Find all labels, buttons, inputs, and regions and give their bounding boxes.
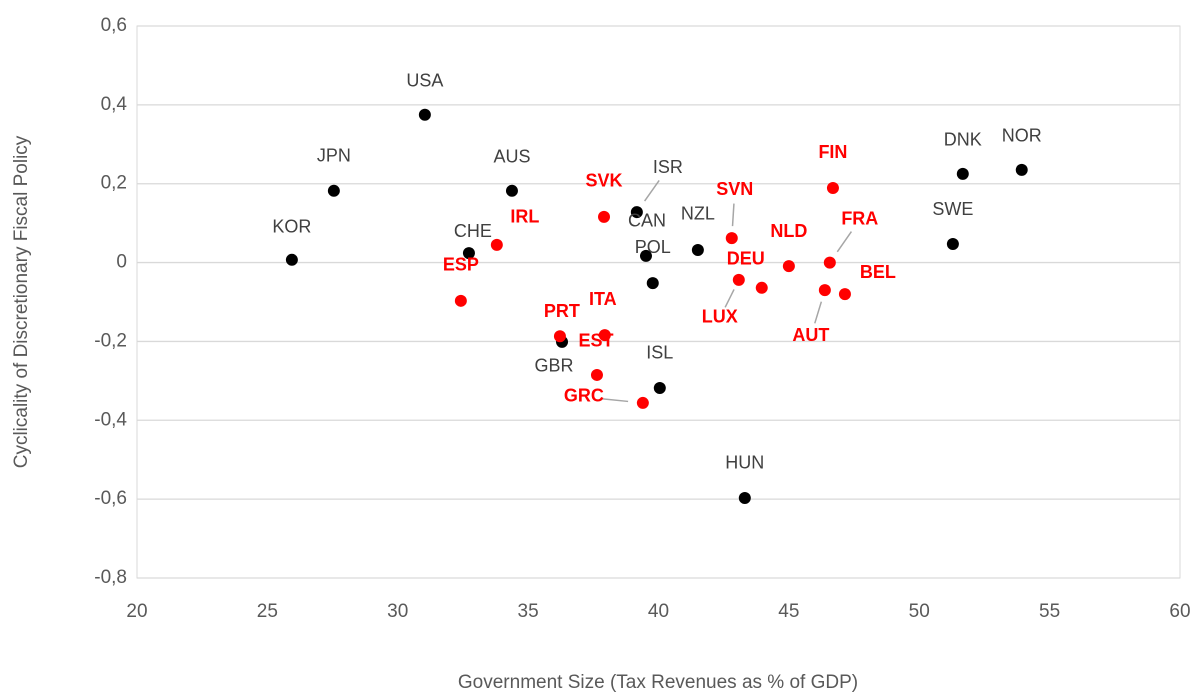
point-label: SVK <box>585 171 622 191</box>
point <box>490 238 503 251</box>
point-label: LUX <box>702 307 738 327</box>
point-label: FIN <box>818 142 847 162</box>
x-axis-title: Government Size (Tax Revenues as % of GD… <box>458 672 858 693</box>
point-label: AUS <box>493 147 530 167</box>
x-tick-label: 55 <box>1039 601 1060 622</box>
point <box>646 277 659 290</box>
point-label: NZL <box>681 204 715 224</box>
point <box>418 108 431 121</box>
y-tick-label: 0,4 <box>101 94 128 115</box>
point <box>946 238 959 251</box>
point <box>738 491 751 504</box>
point-label: AUT <box>792 325 829 345</box>
point <box>818 284 831 297</box>
point-label: DEU <box>727 249 765 269</box>
point <box>636 396 649 409</box>
y-tick-label: 0,2 <box>101 173 127 194</box>
point-label: ISR <box>653 157 683 177</box>
point <box>732 273 745 286</box>
leader-line <box>600 397 629 403</box>
leader-line <box>731 203 735 227</box>
y-tick-label: -0,2 <box>94 330 127 351</box>
point <box>1015 163 1028 176</box>
point-label: NLD <box>770 221 807 241</box>
leader-line <box>836 231 853 253</box>
point <box>725 232 738 245</box>
point <box>630 206 643 219</box>
point-label: POL <box>635 237 671 257</box>
point-label: HUN <box>725 453 764 473</box>
point <box>598 329 611 342</box>
point <box>838 288 851 301</box>
point <box>653 381 666 394</box>
x-tick-label: 60 <box>1169 601 1190 622</box>
point <box>462 247 475 260</box>
x-tick-label: 30 <box>387 601 408 622</box>
point-label: BEL <box>860 262 896 282</box>
point-label: NOR <box>1002 126 1042 146</box>
point <box>598 210 611 223</box>
x-tick-label: 20 <box>126 601 147 622</box>
point <box>823 256 836 269</box>
point-label: GRC <box>564 386 604 406</box>
point <box>285 253 298 266</box>
point <box>956 167 969 180</box>
y-tick-label: 0,6 <box>101 15 127 36</box>
point-label: JPN <box>317 146 351 166</box>
point-label: SVN <box>716 179 753 199</box>
point-label: GBR <box>535 356 574 376</box>
plot-border <box>136 25 1181 579</box>
point-label: SWE <box>932 199 973 219</box>
y-tick-label: -0,4 <box>94 409 127 430</box>
point <box>505 184 518 197</box>
point-label: ESP <box>443 255 479 275</box>
y-tick-label: 0 <box>116 252 127 273</box>
point <box>553 330 566 343</box>
point <box>755 281 768 294</box>
point-label: USA <box>406 70 443 90</box>
point-label: PRT <box>544 301 580 321</box>
leader-line <box>643 179 660 202</box>
point <box>782 260 795 273</box>
point-label: CHE <box>454 221 492 241</box>
x-tick-label: 25 <box>257 601 278 622</box>
y-tick-label: -0,6 <box>94 488 127 509</box>
point <box>590 368 603 381</box>
point <box>691 243 704 256</box>
point <box>639 249 652 262</box>
x-tick-label: 40 <box>648 601 669 622</box>
x-tick-label: 50 <box>909 601 930 622</box>
point-label: EST <box>578 331 613 351</box>
y-axis-title: Cyclicality of Discretionary Fiscal Poli… <box>11 135 32 468</box>
leader-line <box>724 289 735 308</box>
point-label: CAN <box>628 211 666 231</box>
point <box>454 294 467 307</box>
point-label: ITA <box>589 289 617 309</box>
point <box>327 184 340 197</box>
x-tick-label: 45 <box>778 601 799 622</box>
y-tick-label: -0,8 <box>94 567 127 588</box>
point-label: ISL <box>646 343 673 363</box>
point-label: FRA <box>841 208 878 228</box>
point-label: IRL <box>510 207 539 227</box>
x-tick-label: 35 <box>518 601 539 622</box>
point <box>826 182 839 195</box>
point-label: DNK <box>944 130 982 150</box>
leader-line <box>814 301 823 324</box>
point-label: KOR <box>272 217 311 237</box>
